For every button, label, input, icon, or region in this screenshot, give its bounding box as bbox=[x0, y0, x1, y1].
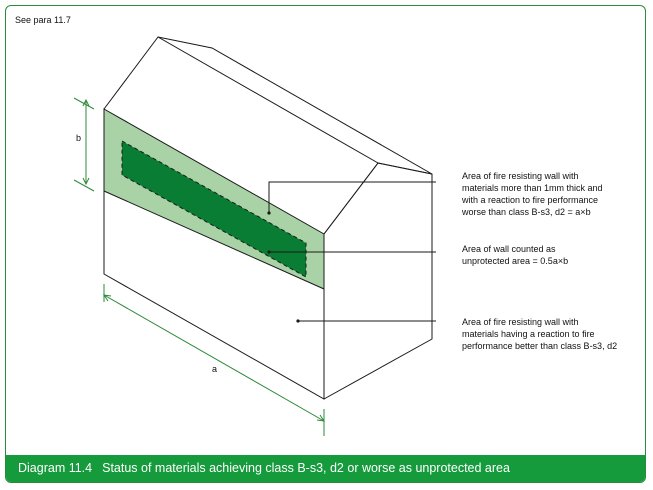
diagram-caption: Diagram 11.4 Status of materials achievin… bbox=[6, 455, 645, 482]
callout-line: unprotected area = 0.5a×b bbox=[462, 256, 569, 266]
callout-line: Area of wall counted as bbox=[462, 244, 556, 254]
callout-line: performance better than class B-s3, d2 bbox=[462, 341, 618, 351]
caption-number: Diagram 11.4 bbox=[18, 461, 93, 475]
callout-unprotected: Area of wall counted as unprotected area… bbox=[462, 243, 642, 267]
dimension-a bbox=[102, 284, 326, 436]
building-outline bbox=[103, 36, 433, 400]
dimension-b bbox=[73, 97, 95, 192]
callout-line: materials more than 1mm thick and bbox=[462, 183, 603, 193]
callout-line: with a reaction to fire performance bbox=[462, 195, 599, 205]
unprotected-area bbox=[121, 140, 307, 278]
leader-lines bbox=[268, 181, 436, 322]
callout-line: materials having a reaction to fire bbox=[462, 329, 595, 339]
diagram-frame: See para 11.7 b bbox=[5, 5, 646, 483]
callout-line: Area of fire resisting wall with bbox=[462, 317, 579, 327]
callout-better-class: Area of fire resisting wall with materia… bbox=[462, 316, 642, 352]
callout-line: Area of fire resisting wall with bbox=[462, 171, 579, 181]
callout-line: worse than class B-s3, d2 = a×b bbox=[462, 207, 591, 217]
building-diagram: b a bbox=[73, 36, 436, 436]
caption-text: Status of materials achieving class B-s3… bbox=[102, 461, 510, 475]
leader-dots bbox=[267, 211, 300, 323]
callout-worse-class: Area of fire resisting wall with materia… bbox=[462, 170, 642, 218]
reference-label: See para 11.7 bbox=[15, 15, 71, 25]
dimension-a-label: a bbox=[212, 364, 217, 374]
dimension-b-label: b bbox=[76, 133, 81, 143]
